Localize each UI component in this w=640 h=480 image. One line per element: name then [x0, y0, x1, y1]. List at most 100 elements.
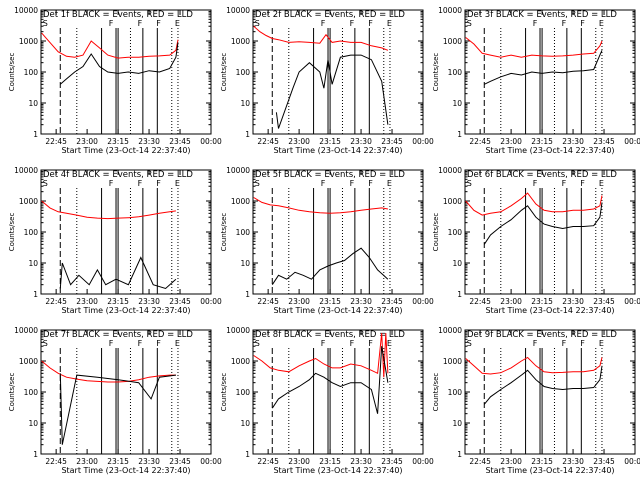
time-marker: F	[156, 19, 161, 28]
series-lld	[465, 356, 603, 375]
time-marker: S	[43, 339, 48, 348]
x-tick-label: 23:30	[350, 137, 372, 146]
y-tick-label: 1000	[231, 197, 250, 206]
y-tick-label: 10000	[14, 326, 38, 335]
x-axis-label: Start Time (23-Oct-14 22:37:40)	[273, 146, 402, 155]
series-lld	[41, 360, 176, 383]
x-tick-label: 00:00	[200, 457, 222, 466]
x-axis-label: Start Time (23-Oct-14 22:37:40)	[273, 306, 402, 315]
time-marker: F	[562, 339, 567, 348]
x-tick-label: 23:30	[138, 457, 160, 466]
x-tick-label: 23:45	[593, 457, 615, 466]
plot-frame	[40, 329, 212, 455]
x-tick-label: 23:45	[593, 137, 615, 146]
x-tick-label: 00:00	[412, 297, 434, 306]
x-tick-label: 22:45	[257, 297, 279, 306]
y-tick-label: 10	[240, 419, 250, 428]
x-tick-label: 23:00	[76, 137, 98, 146]
series-events	[275, 54, 389, 129]
x-tick-label: 23:00	[76, 457, 98, 466]
plot-frame	[464, 169, 636, 295]
time-marker: F	[533, 179, 538, 188]
x-tick-label: 23:15	[531, 137, 553, 146]
time-marker: F	[580, 179, 585, 188]
time-marker: S	[255, 19, 260, 28]
x-tick-label: 23:45	[381, 297, 403, 306]
y-tick-label: 1000	[19, 357, 38, 366]
time-marker: S	[255, 179, 260, 188]
y-tick-label: 10000	[226, 326, 250, 335]
time-marker: F	[562, 19, 567, 28]
y-tick-label: 1000	[443, 357, 462, 366]
y-tick-label: 10	[452, 419, 462, 428]
x-tick-label: 23:30	[350, 297, 372, 306]
y-tick-label: 100	[24, 388, 39, 397]
time-marker: F	[350, 339, 355, 348]
x-tick-label: 23:15	[107, 457, 129, 466]
time-marker: S	[255, 339, 260, 348]
y-tick-label: 1	[245, 130, 250, 139]
time-marker: E	[387, 19, 392, 28]
time-marker: S	[467, 19, 472, 28]
y-axis-label: Counts/sec	[220, 213, 228, 252]
x-tick-label: 22:45	[45, 137, 67, 146]
time-marker: E	[175, 339, 180, 348]
y-tick-label: 10000	[14, 6, 38, 15]
series-events	[483, 202, 603, 245]
y-tick-label: 10	[452, 99, 462, 108]
time-marker: S	[43, 19, 48, 28]
x-tick-label: 23:45	[169, 457, 191, 466]
y-tick-label: 100	[448, 228, 463, 237]
x-axis-label: Start Time (23-Oct-14 22:37:40)	[61, 146, 190, 155]
time-marker: E	[175, 179, 180, 188]
time-marker: F	[533, 19, 538, 28]
x-axis-label: Start Time (23-Oct-14 22:37:40)	[485, 466, 614, 475]
series-lld	[253, 332, 389, 378]
time-marker: E	[387, 179, 392, 188]
plot-frame	[464, 329, 636, 455]
time-marker: F	[350, 19, 355, 28]
x-tick-label: 00:00	[412, 137, 434, 146]
time-marker: F	[368, 339, 373, 348]
x-tick-label: 22:45	[469, 137, 491, 146]
x-tick-label: 00:00	[412, 457, 434, 466]
x-tick-label: 00:00	[200, 297, 222, 306]
series-lld	[41, 32, 179, 59]
series-events	[484, 50, 603, 85]
plot-frame	[40, 169, 212, 295]
y-axis-label: Counts/sec	[220, 53, 228, 92]
time-marker: E	[599, 339, 604, 348]
y-tick-label: 100	[236, 388, 251, 397]
time-marker: E	[175, 19, 180, 28]
x-tick-label: 23:00	[500, 137, 522, 146]
x-tick-label: 23:45	[169, 297, 191, 306]
y-tick-label: 10000	[14, 166, 38, 175]
time-marker: F	[156, 179, 161, 188]
y-tick-label: 100	[236, 228, 251, 237]
x-tick-label: 23:45	[381, 137, 403, 146]
x-tick-label: 23:45	[169, 137, 191, 146]
y-tick-label: 100	[24, 68, 39, 77]
y-tick-label: 1000	[443, 197, 462, 206]
series-events	[271, 247, 389, 285]
time-marker: F	[368, 19, 373, 28]
y-axis-label: Counts/sec	[432, 213, 440, 252]
y-tick-label: 1	[245, 290, 250, 299]
y-tick-label: 100	[448, 388, 463, 397]
time-marker: S	[43, 179, 48, 188]
time-marker: F	[533, 339, 538, 348]
time-marker: F	[138, 179, 143, 188]
y-tick-label: 1	[457, 290, 462, 299]
y-tick-label: 1	[245, 450, 250, 459]
x-tick-label: 00:00	[624, 137, 640, 146]
x-tick-label: 23:15	[319, 297, 341, 306]
y-tick-label: 1	[33, 290, 38, 299]
series-events	[271, 346, 389, 414]
y-tick-label: 10000	[226, 6, 250, 15]
x-tick-label: 23:30	[350, 457, 372, 466]
y-tick-label: 10000	[226, 166, 250, 175]
